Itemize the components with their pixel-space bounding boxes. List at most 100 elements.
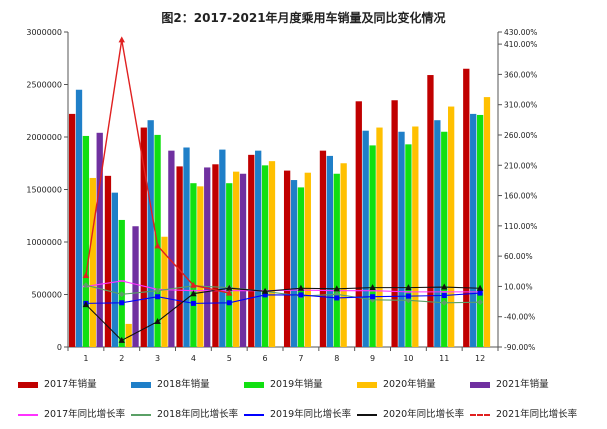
right-tick-label: 210.00% bbox=[504, 161, 537, 170]
line-point bbox=[155, 294, 161, 300]
legend-swatch bbox=[244, 381, 264, 388]
line-point bbox=[226, 300, 232, 306]
legend-label: 2019年同比增长率 bbox=[270, 409, 352, 420]
legend-item: 2021年同比增长率 bbox=[470, 406, 577, 420]
line-point bbox=[441, 299, 448, 306]
x-tick-label: 12 bbox=[475, 354, 485, 363]
legend-label: 2020年同比增长率 bbox=[383, 409, 465, 420]
line-point bbox=[118, 36, 125, 43]
bar bbox=[233, 171, 240, 347]
left-tick-label: 1000000 bbox=[26, 238, 62, 247]
legend-label: 2017年销量 bbox=[44, 379, 97, 390]
line-point bbox=[118, 291, 125, 298]
line-point bbox=[190, 290, 197, 297]
bar bbox=[111, 192, 118, 347]
bar bbox=[75, 89, 83, 347]
legend-item: 2021年销量 bbox=[470, 376, 549, 390]
legend-swatch bbox=[357, 413, 377, 416]
bar bbox=[268, 161, 276, 347]
x-tick-label: 9 bbox=[370, 354, 375, 363]
bar bbox=[463, 68, 470, 347]
line-point bbox=[477, 299, 484, 306]
line-point bbox=[370, 294, 376, 300]
bar bbox=[168, 150, 175, 347]
bar bbox=[219, 149, 226, 347]
bar bbox=[261, 165, 269, 347]
left-tick-label: 0 bbox=[57, 343, 62, 352]
x-tick-label: 2 bbox=[119, 354, 124, 363]
bar bbox=[326, 155, 333, 347]
line-point bbox=[334, 295, 340, 301]
line-point bbox=[154, 318, 161, 325]
legend-label: 2018年销量 bbox=[157, 379, 210, 390]
right-tick-label: 110.00% bbox=[504, 222, 537, 231]
series-line bbox=[85, 286, 481, 342]
legend-swatch bbox=[357, 381, 377, 388]
bar bbox=[176, 166, 183, 347]
bar bbox=[161, 236, 168, 347]
bar bbox=[362, 130, 369, 347]
legend-item: 2017年同比增长率 bbox=[18, 406, 125, 420]
bar bbox=[398, 131, 405, 347]
series-line bbox=[85, 292, 481, 304]
series-line bbox=[85, 280, 481, 293]
line-point bbox=[369, 284, 376, 291]
x-tick-label: 8 bbox=[334, 354, 339, 363]
bar bbox=[283, 170, 291, 347]
line-point bbox=[82, 282, 89, 289]
bar bbox=[333, 173, 340, 347]
line-point bbox=[119, 300, 125, 306]
x-tick-label: 4 bbox=[191, 354, 196, 363]
line-point bbox=[190, 300, 196, 306]
bar bbox=[89, 177, 96, 347]
left-tick-label: 1500000 bbox=[26, 186, 62, 195]
x-tick-label: 7 bbox=[298, 354, 303, 363]
line-point bbox=[226, 284, 233, 291]
legend-label: 2017年同比增长率 bbox=[44, 409, 126, 420]
line-point bbox=[441, 283, 448, 290]
right-tick-label: 60.00% bbox=[504, 252, 533, 261]
line-point bbox=[154, 287, 161, 294]
legend-swatch bbox=[131, 381, 151, 388]
bar bbox=[369, 145, 376, 347]
right-tick-label: 360.00% bbox=[504, 70, 537, 79]
legend-swatch bbox=[244, 413, 264, 416]
bar bbox=[147, 120, 154, 347]
bar bbox=[104, 175, 112, 347]
right-tick-label: 10.00% bbox=[504, 282, 533, 291]
legend-item: 2018年销量 bbox=[131, 376, 210, 390]
x-tick-label: 10 bbox=[403, 354, 413, 363]
right-tick-label: -90.00% bbox=[504, 343, 535, 352]
line-point bbox=[297, 284, 305, 291]
bar bbox=[427, 75, 434, 348]
bar bbox=[319, 150, 327, 347]
left-tick-label: 2000000 bbox=[26, 133, 62, 142]
legend-label: 2020年销量 bbox=[383, 379, 436, 390]
line-point bbox=[405, 297, 412, 304]
line-point bbox=[261, 287, 269, 294]
bar bbox=[197, 186, 204, 347]
bar bbox=[304, 172, 311, 347]
legend-swatch bbox=[18, 413, 38, 416]
bar bbox=[441, 131, 448, 347]
legend-item: 2018年同比增长率 bbox=[131, 406, 238, 420]
line-point bbox=[333, 285, 340, 292]
legend-item: 2020年销量 bbox=[357, 376, 436, 390]
x-tick-label: 11 bbox=[439, 354, 449, 363]
line-point bbox=[476, 284, 484, 291]
bar bbox=[125, 323, 132, 347]
legend-label: 2019年销量 bbox=[270, 379, 323, 390]
bar bbox=[434, 120, 441, 347]
right-tick-label: 260.00% bbox=[504, 131, 537, 140]
line-point bbox=[82, 301, 90, 308]
legend-swatch bbox=[470, 381, 490, 388]
left-tick-label: 500000 bbox=[31, 291, 62, 300]
bar bbox=[248, 154, 255, 347]
legend-label: 2021年销量 bbox=[496, 379, 549, 390]
legend-label: 2018年同比增长率 bbox=[157, 409, 239, 420]
legend-swatch bbox=[470, 413, 490, 416]
line-point bbox=[154, 242, 161, 249]
bar bbox=[290, 180, 298, 347]
right-tick-label: 310.00% bbox=[504, 101, 537, 110]
